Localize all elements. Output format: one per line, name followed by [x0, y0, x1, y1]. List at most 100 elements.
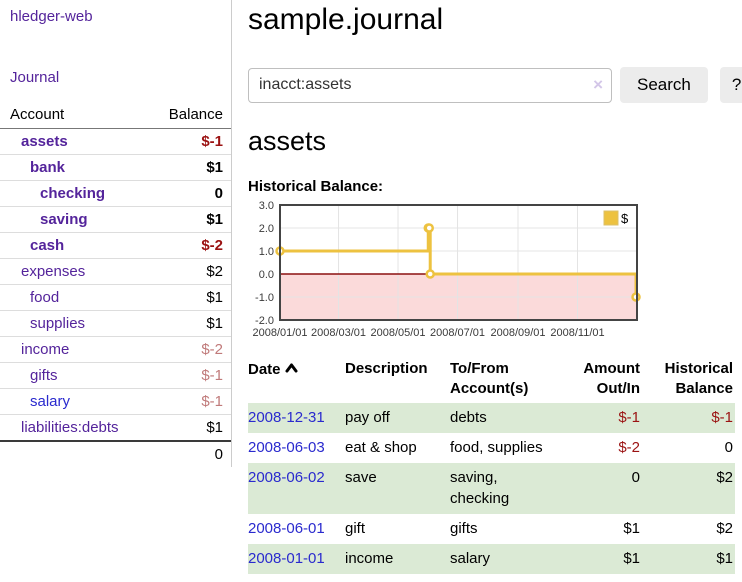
svg-text:2008/09/01: 2008/09/01 [490, 327, 545, 339]
accounts-total-row: 0 [0, 441, 231, 467]
svg-text:2.0: 2.0 [259, 223, 274, 235]
svg-text:1.0: 1.0 [259, 246, 274, 258]
transaction-accounts: saving, checking [450, 469, 510, 507]
account-balance: $1 [206, 315, 223, 332]
svg-text:0.0: 0.0 [259, 269, 274, 281]
svg-text:2008/07/01: 2008/07/01 [430, 327, 485, 339]
svg-text:2008/01/01: 2008/01/01 [252, 327, 307, 339]
account-balance: $1 [206, 211, 223, 228]
sort-asc-icon [285, 359, 298, 379]
account-link-income[interactable]: income [21, 341, 70, 358]
account-row-assets: assets $-1 [0, 129, 231, 155]
account-link-food[interactable]: food [30, 289, 60, 306]
account-link-gifts[interactable]: gifts [30, 367, 58, 384]
transaction-date-link[interactable]: 2008-06-02 [248, 469, 325, 486]
transactions-header-row: Date Description To/From Account(s) Amou… [248, 357, 735, 403]
search-input[interactable] [248, 67, 612, 103]
transaction-accounts: gifts [450, 520, 478, 537]
col-date[interactable]: Date [248, 357, 345, 403]
sidebar-item-journal[interactable]: Journal [10, 69, 60, 86]
transaction-amount: $1 [623, 520, 640, 537]
transaction-row: 2008-06-02 save saving, checking 0 $2 [248, 463, 735, 514]
sidebar: hledger-web Journal Account Balance asse… [0, 0, 232, 467]
transaction-amount: $-2 [618, 439, 640, 456]
account-link-expenses[interactable]: expenses [21, 263, 86, 280]
account-link-supplies[interactable]: supplies [30, 315, 86, 332]
svg-text:2008/05/01: 2008/05/01 [370, 327, 425, 339]
transaction-description: gift [345, 520, 366, 537]
app-brand[interactable]: hledger-web [10, 8, 93, 25]
svg-text:2008/11/01: 2008/11/01 [550, 327, 604, 339]
main-content: sample.journal × Search ? assets Histori… [232, 0, 742, 574]
accounts-total: 0 [214, 446, 223, 463]
account-balance: $-1 [201, 367, 223, 384]
account-balance: $1 [206, 419, 223, 436]
account-link-assets[interactable]: assets [21, 133, 68, 150]
account-link-salary[interactable]: salary [30, 393, 71, 410]
transaction-date-link[interactable]: 2008-06-01 [248, 520, 325, 537]
accounts-header-row: Account Balance [0, 103, 231, 129]
account-row-bank: bank $1 [0, 154, 231, 181]
accounts-col-account: Account [0, 103, 144, 129]
account-link-cash[interactable]: cash [30, 237, 65, 254]
transaction-accounts: food, supplies [450, 439, 543, 456]
transaction-description: pay off [345, 409, 390, 426]
account-link-checking[interactable]: checking [40, 185, 106, 202]
svg-text:$: $ [621, 211, 629, 226]
search-button[interactable]: Search [620, 67, 708, 103]
transaction-date-link[interactable]: 2008-12-31 [248, 409, 325, 426]
transaction-row: 2008-06-03 eat & shop food, supplies $-2… [248, 433, 735, 463]
account-link-saving[interactable]: saving [40, 211, 88, 228]
transaction-historical: $1 [716, 550, 733, 567]
transaction-date-link[interactable]: 2008-06-03 [248, 439, 325, 456]
transaction-description: income [345, 550, 394, 567]
clear-search-icon[interactable]: × [593, 74, 603, 94]
account-row-liabilities-debts: liabilities:debts $1 [0, 414, 231, 442]
transaction-description: save [345, 469, 377, 486]
account-row-gifts: gifts $-1 [0, 362, 231, 389]
account-link-liabilities-debts[interactable]: liabilities:debts [21, 419, 119, 436]
transaction-historical: $2 [716, 469, 733, 486]
account-balance: $1 [206, 159, 223, 176]
search-bar: × Search ? [248, 67, 742, 103]
account-row-expenses: expenses $2 [0, 258, 231, 285]
page-title: sample.journal [248, 3, 444, 36]
search-input-wrap: × [248, 67, 612, 103]
accounts-table: Account Balance assets $-1 bank $1 check… [0, 103, 231, 467]
accounts-col-balance: Balance [143, 103, 231, 129]
account-row-checking: checking 0 [0, 180, 231, 207]
col-historical-balance: Historical Balance [664, 360, 733, 397]
transaction-historical: $-1 [711, 409, 733, 426]
svg-text:-2.0: -2.0 [255, 315, 274, 327]
transaction-description: eat & shop [345, 439, 417, 456]
account-link-bank[interactable]: bank [30, 159, 66, 176]
account-balance: 0 [214, 185, 223, 202]
svg-text:3.0: 3.0 [259, 200, 274, 212]
col-description: Description [345, 360, 428, 377]
account-row-supplies: supplies $1 [0, 310, 231, 337]
transaction-historical: 0 [724, 439, 733, 456]
transaction-accounts: debts [450, 409, 487, 426]
account-balance: $-1 [201, 393, 223, 410]
account-balance: $-2 [201, 341, 223, 358]
transaction-amount: $1 [623, 550, 640, 567]
account-row-salary: salary $-1 [0, 388, 231, 415]
account-balance: $2 [206, 263, 223, 280]
col-tofrom-accounts: To/From Account(s) [450, 360, 529, 397]
account-row-income: income $-2 [0, 336, 231, 363]
account-row-food: food $1 [0, 284, 231, 311]
account-balance: $-1 [201, 133, 223, 150]
transaction-date-link[interactable]: 2008-01-01 [248, 550, 325, 567]
transaction-row: 2008-06-01 gift gifts $1 $2 [248, 514, 735, 544]
account-heading: assets [248, 126, 327, 156]
chart-title: Historical Balance: [248, 178, 384, 195]
help-button[interactable]: ? [719, 67, 742, 103]
account-balance: $-2 [201, 237, 223, 254]
transactions-table: Date Description To/From Account(s) Amou… [248, 357, 735, 574]
svg-text:2008/03/01: 2008/03/01 [311, 327, 366, 339]
svg-text:-1.0: -1.0 [255, 292, 274, 304]
col-amount-outin: Amount Out/In [583, 360, 640, 397]
transaction-row: 2008-12-31 pay off debts $-1 $-1 [248, 403, 735, 433]
transaction-amount: $-1 [618, 409, 640, 426]
